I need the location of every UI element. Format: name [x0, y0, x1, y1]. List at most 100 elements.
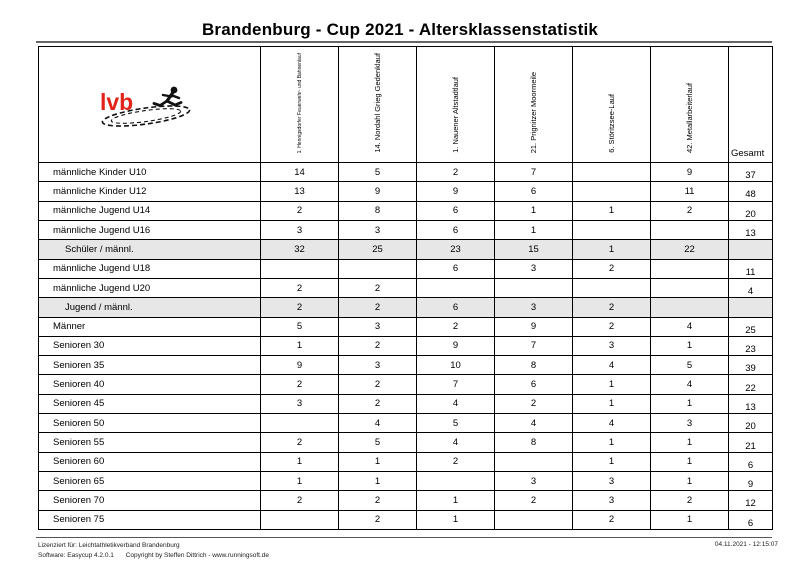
total-cell: 20 [729, 201, 773, 221]
total-cell: 25 [729, 317, 773, 337]
value-cell [573, 182, 651, 202]
statistics-table: lvb 1. Hennigsdorfer Feuerwehr- und Bahn… [38, 46, 773, 530]
value-cell: 2 [417, 452, 495, 472]
column-header-label: 1. Nauener Altstadtlauf [450, 77, 460, 153]
value-cell: 2 [339, 336, 417, 357]
row-label: Männer [39, 317, 261, 337]
value-cell: 2 [261, 491, 339, 511]
value-cell: 1 [651, 472, 729, 492]
value-cell: 6 [417, 298, 495, 318]
value-cell: 6 [417, 201, 495, 221]
value-cell: 9 [339, 182, 417, 202]
value-cell: 1 [573, 394, 651, 415]
value-cell: 1 [495, 201, 573, 221]
total-cell: 6 [729, 510, 773, 530]
value-cell: 2 [651, 491, 729, 511]
value-cell: 3 [495, 298, 573, 318]
value-cell: 8 [339, 201, 417, 221]
value-cell: 1 [261, 472, 339, 492]
value-cell: 32 [261, 240, 339, 260]
value-cell: 8 [495, 433, 573, 453]
column-header-event-6: 42. Metallarbeiterlauf [651, 47, 729, 163]
value-cell: 3 [573, 336, 651, 357]
row-label: männliche Kinder U12 [39, 182, 261, 202]
logo-text: lvb [100, 89, 133, 115]
total-cell: 23 [729, 336, 773, 357]
value-cell: 3 [651, 414, 729, 434]
value-cell [417, 278, 495, 299]
value-cell: 2 [495, 491, 573, 511]
row-label: Senioren 70 [39, 491, 261, 511]
value-cell: 13 [261, 182, 339, 202]
value-cell: 4 [417, 433, 495, 453]
value-cell: 1 [495, 220, 573, 241]
total-cell: 4 [729, 278, 773, 299]
value-cell [417, 472, 495, 492]
lvb-logo: lvb [100, 86, 190, 127]
column-header-gesamt: Gesamt [729, 47, 773, 163]
software-line: Software: Easycup 4.2.0.1 Copyright by S… [38, 551, 279, 561]
value-cell [651, 298, 729, 318]
value-cell: 5 [339, 163, 417, 183]
value-cell [495, 510, 573, 530]
value-cell: 6 [495, 182, 573, 202]
value-cell: 1 [651, 452, 729, 472]
total-cell: 13 [729, 220, 773, 241]
value-cell: 2 [339, 375, 417, 395]
row-label: Senioren 45 [39, 394, 261, 415]
value-cell: 10 [417, 356, 495, 376]
value-cell: 14 [261, 163, 339, 183]
value-cell: 3 [573, 491, 651, 511]
value-cell: 3 [495, 259, 573, 279]
value-cell: 1 [651, 394, 729, 415]
value-cell: 2 [339, 510, 417, 530]
row-label: Schüler / männl. [39, 240, 261, 260]
total-cell: 48 [729, 182, 773, 202]
value-cell: 2 [339, 298, 417, 318]
value-cell: 6 [417, 220, 495, 241]
row-label: männliche Jugend U20 [39, 278, 261, 299]
value-cell: 2 [417, 163, 495, 183]
row-label: Senioren 50 [39, 414, 261, 434]
value-cell: 2 [417, 317, 495, 337]
value-cell: 1 [573, 375, 651, 395]
value-cell: 15 [495, 240, 573, 260]
value-cell: 3 [495, 472, 573, 492]
logo-cell: lvb [39, 47, 261, 163]
value-cell: 2 [573, 298, 651, 318]
value-cell: 2 [339, 394, 417, 415]
value-cell: 2 [573, 259, 651, 279]
total-cell: 12 [729, 491, 773, 511]
value-cell: 5 [417, 414, 495, 434]
row-label: Senioren 65 [39, 472, 261, 492]
value-cell: 7 [495, 163, 573, 183]
total-cell: 39 [729, 356, 773, 376]
value-cell: 1 [651, 510, 729, 530]
print-datetime: 04.11.2021 - 12:15:07 [714, 541, 778, 548]
value-cell [339, 259, 417, 279]
value-cell: 1 [573, 452, 651, 472]
value-cell: 2 [651, 201, 729, 221]
software-version: Software: Easycup 4.2.0.1 [38, 551, 114, 559]
gesamt-label: Gesamt [731, 148, 765, 159]
value-cell [495, 452, 573, 472]
value-cell: 1 [261, 336, 339, 357]
value-cell: 1 [651, 433, 729, 453]
value-cell: 3 [339, 317, 417, 337]
total-cell [729, 240, 773, 260]
total-cell: 11 [729, 259, 773, 279]
value-cell: 1 [339, 452, 417, 472]
value-cell: 5 [261, 317, 339, 337]
value-cell: 22 [651, 240, 729, 260]
row-label: Senioren 35 [39, 356, 261, 376]
value-cell: 6 [495, 375, 573, 395]
column-header-label: 6. Störitzsee-Lauf [606, 94, 616, 153]
total-cell: 21 [729, 433, 773, 453]
value-cell: 4 [651, 317, 729, 337]
total-cell: 37 [729, 163, 773, 183]
column-header-label: 21. Prignitzer Moormeile [528, 71, 538, 153]
value-cell: 4 [573, 356, 651, 376]
value-cell [651, 259, 729, 279]
value-cell: 1 [339, 472, 417, 492]
column-header-event-1: 1. Hennigsdorfer Feuerwehr- und Bahnenla… [261, 47, 339, 163]
